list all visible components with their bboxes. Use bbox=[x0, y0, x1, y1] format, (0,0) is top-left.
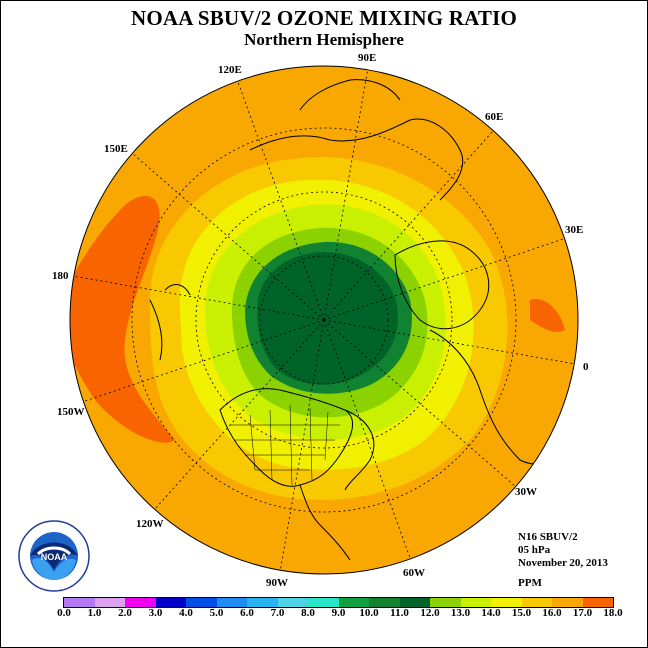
color-swatch bbox=[277, 598, 308, 607]
instrument-label: N16 SBUV/2 bbox=[518, 531, 578, 543]
lon-label-0: 0 bbox=[583, 361, 589, 373]
lon-label-60e: 60E bbox=[485, 111, 503, 123]
color-scale-tick-label: 15.0 bbox=[511, 607, 532, 619]
color-swatch bbox=[216, 598, 247, 607]
color-swatch bbox=[338, 598, 369, 607]
lon-label-180: 180 bbox=[52, 270, 69, 282]
color-scale-tick-label: 16.0 bbox=[542, 607, 562, 619]
color-scale-tick-label: 17.0 bbox=[572, 607, 593, 619]
meridians bbox=[72, 67, 576, 573]
lon-label-120w: 120W bbox=[136, 518, 164, 530]
color-swatch bbox=[369, 598, 400, 607]
color-scale-bar bbox=[63, 597, 614, 608]
color-scale-tick-label: 12.0 bbox=[420, 607, 440, 619]
lon-label-30e: 30E bbox=[565, 224, 583, 236]
color-scale-tick-label: 0.0 bbox=[57, 607, 71, 619]
color-swatch bbox=[186, 598, 217, 607]
color-swatch bbox=[399, 598, 430, 607]
color-scale-tick-label: 6.0 bbox=[240, 607, 254, 619]
date-label: November 20, 2013 bbox=[518, 557, 608, 569]
lon-label-90e: 90E bbox=[358, 52, 376, 64]
color-swatch bbox=[491, 598, 522, 607]
svg-text:NOAA: NOAA bbox=[41, 552, 68, 562]
color-swatch bbox=[308, 598, 339, 607]
color-scale-tick-label: 1.0 bbox=[87, 607, 102, 619]
color-swatch bbox=[64, 598, 95, 607]
noaa-logo: NOAA bbox=[18, 520, 90, 592]
lon-label-90w: 90W bbox=[266, 577, 288, 589]
color-scale-tick-label: 3.0 bbox=[148, 607, 163, 619]
color-swatch bbox=[94, 598, 125, 607]
map-title: NOAA SBUV/2 OZONE MIXING RATIO bbox=[131, 6, 517, 30]
lon-label-30w: 30W bbox=[515, 486, 537, 498]
lon-label-150w: 150W bbox=[57, 406, 85, 418]
color-scale-tick-label: 14.0 bbox=[481, 607, 501, 619]
color-scale-tick-label: 11.0 bbox=[390, 607, 409, 619]
band-15-16-east bbox=[530, 299, 565, 332]
color-scale-tick-label: 10.0 bbox=[359, 607, 379, 619]
color-scale-tick-label: 5.0 bbox=[209, 607, 224, 619]
color-scale-tick-label: 8.0 bbox=[301, 607, 315, 619]
lon-label-60w: 60W bbox=[403, 567, 425, 579]
color-swatch bbox=[552, 598, 583, 607]
color-swatch bbox=[582, 598, 613, 607]
color-swatch bbox=[125, 598, 156, 607]
units-label: PPM bbox=[518, 577, 542, 589]
map-subtitle: Northern Hemisphere bbox=[244, 30, 404, 49]
lon-label-150e: 150E bbox=[104, 143, 128, 155]
color-scale-tick-label: 18.0 bbox=[603, 607, 623, 619]
color-scale-tick-label: 7.0 bbox=[270, 607, 285, 619]
color-swatch bbox=[430, 598, 461, 607]
lon-label-120e: 120E bbox=[218, 64, 242, 76]
color-scale-tick-label: 9.0 bbox=[331, 607, 346, 619]
map-boundary bbox=[69, 65, 579, 575]
color-scale-ticks: 0.0 1.0 2.0 3.0 4.0 5.0 6.0 7.0 8.0 9.0 10.0 11.0 12… bbox=[0, 607, 648, 623]
band-15-16-west bbox=[70, 195, 175, 443]
color-swatch bbox=[521, 598, 552, 607]
color-swatch bbox=[247, 598, 278, 607]
color-swatch bbox=[460, 598, 491, 607]
pressure-level-label: 05 hPa bbox=[518, 544, 551, 556]
color-scale-tick-label: 4.0 bbox=[179, 607, 193, 619]
color-scale-tick-label: 13.0 bbox=[450, 607, 471, 619]
color-scale-tick-label: 2.0 bbox=[118, 607, 132, 619]
latitude-circles bbox=[131, 127, 517, 513]
color-swatch bbox=[155, 598, 186, 607]
band-8-9 bbox=[257, 252, 398, 385]
admin-boundaries bbox=[230, 404, 340, 486]
